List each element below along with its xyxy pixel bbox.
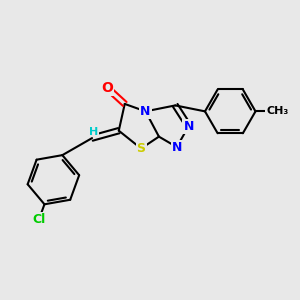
Text: H: H: [89, 127, 98, 136]
Text: CH₃: CH₃: [266, 106, 288, 116]
Text: O: O: [101, 81, 113, 94]
Text: Cl: Cl: [32, 213, 46, 226]
Text: N: N: [184, 120, 194, 133]
Text: S: S: [136, 142, 146, 155]
Text: N: N: [172, 140, 182, 154]
Text: N: N: [140, 105, 151, 118]
